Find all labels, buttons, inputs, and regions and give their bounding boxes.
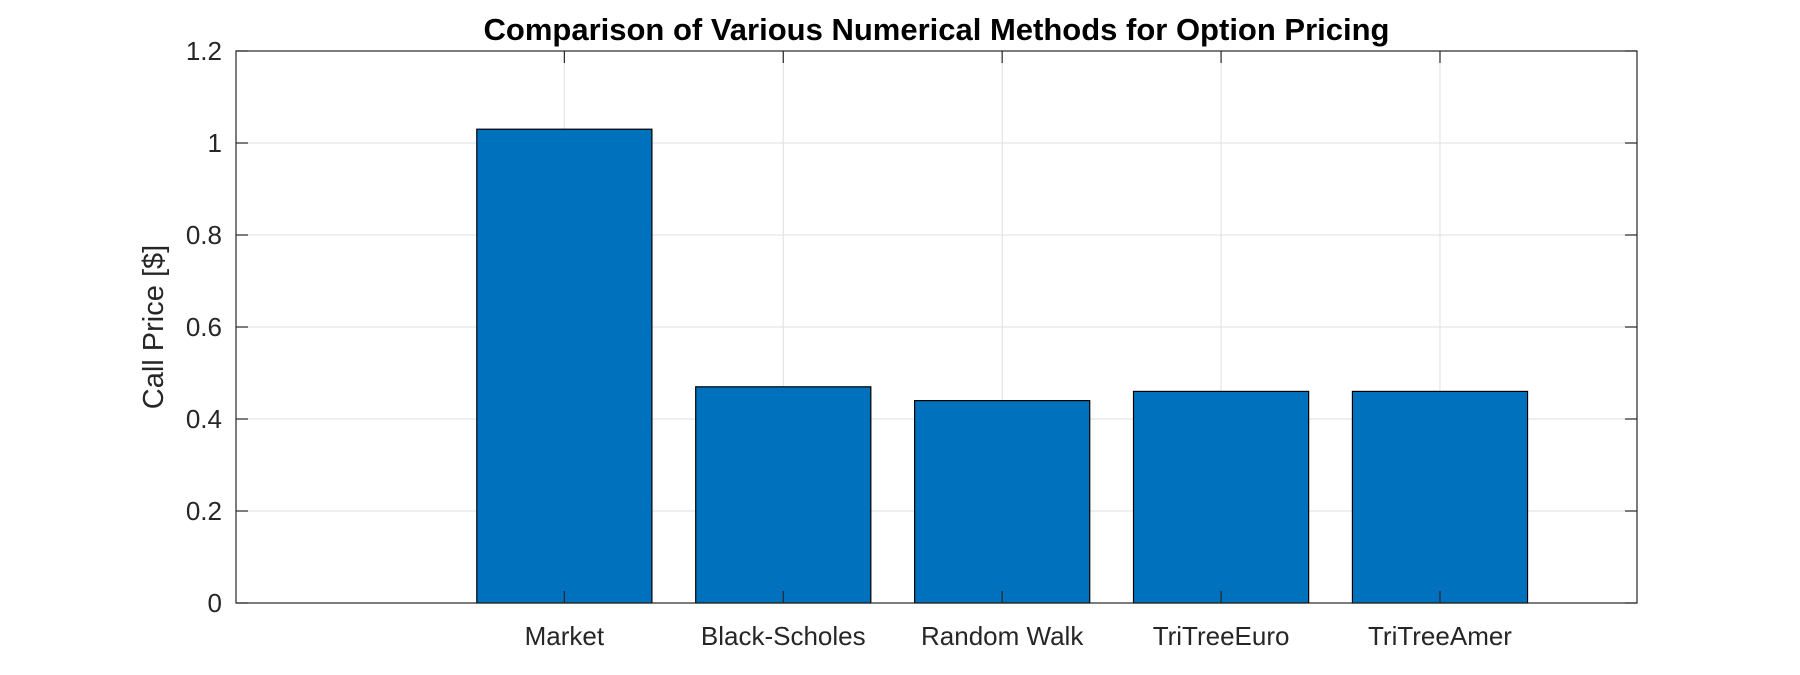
y-axis-label: Call Price [$] <box>138 245 170 409</box>
bar-tritreeeuro <box>1132 390 1310 604</box>
bar-random-walk <box>914 400 1091 604</box>
ticks-layer <box>236 50 1637 604</box>
y-tick-label: 1 <box>208 128 222 158</box>
x-tick-label: TriTreeEuro <box>1153 621 1290 651</box>
y-tick-label: 0.4 <box>186 404 222 434</box>
labels-layer: 0 0.2 0.4 0.6 0.8 1 1.2 Market Black-Scholes Rand… <box>186 36 1512 651</box>
y-tick-label: 0.2 <box>186 496 222 526</box>
y-tick-label: 1.2 <box>186 36 222 66</box>
bar-market <box>476 128 653 604</box>
y-tick-label: 0.6 <box>186 312 222 342</box>
bar-tritreeamer <box>1351 390 1529 604</box>
x-tick-label: TriTreeAmer <box>1368 621 1512 651</box>
x-tick-label: Market <box>525 621 605 651</box>
x-tick-label: Black-Scholes <box>701 621 866 651</box>
y-tick-label: 0 <box>208 588 222 618</box>
chart-title: Comparison of Various Numerical Methods … <box>484 12 1390 47</box>
bar-black-scholes <box>695 386 872 604</box>
y-tick-label: 0.8 <box>186 220 222 250</box>
x-tick-label: Random Walk <box>921 621 1084 651</box>
